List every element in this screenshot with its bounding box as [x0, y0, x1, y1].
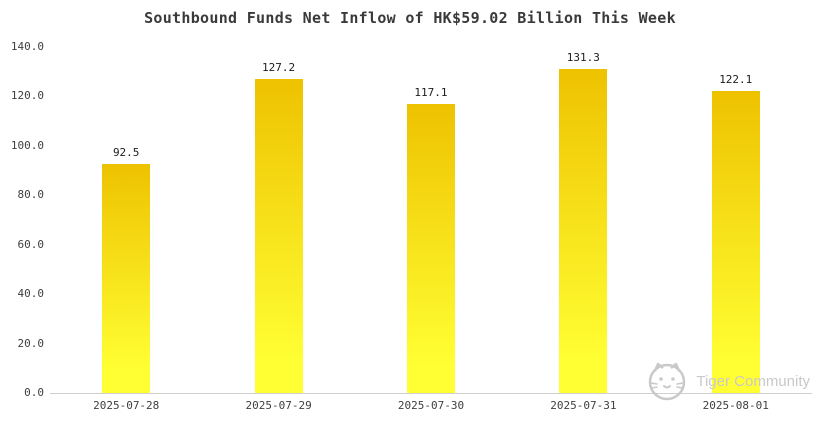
- y-tick-label: 80.0: [17, 188, 45, 202]
- bar-group: 131.3: [559, 50, 608, 393]
- bar-value-label: 127.2: [262, 60, 296, 74]
- bar-value-label: 122.1: [719, 73, 753, 87]
- y-tick-label: 120.0: [10, 89, 44, 103]
- bar-group: 117.1: [406, 85, 455, 393]
- y-tick-label: 20.0: [17, 336, 45, 350]
- plot-area: 0.0 20.0 40.0 60.0 80.0 100.0 120.0 140.0 92.5 1…: [11, 41, 812, 399]
- bar: [406, 103, 455, 393]
- bar-value-label: 131.3: [566, 50, 600, 64]
- x-tick-label: 2025-07-31: [550, 399, 617, 412]
- y-tick-label: 60.0: [17, 237, 45, 251]
- y-axis: 0.0 20.0 40.0 60.0 80.0 100.0 120.0 140.0: [4, 41, 45, 399]
- bar-group: 127.2: [254, 60, 303, 393]
- bar-value-label: 117.1: [414, 85, 448, 99]
- y-tick-label: 140.0: [10, 40, 44, 53]
- tiger-logo-icon: [649, 362, 686, 401]
- y-tick-label: 0.0: [24, 386, 44, 399]
- bars-container: 92.5 127.2 117.1 131.3 122.1: [50, 47, 812, 393]
- bar: [102, 164, 151, 393]
- x-tick-label: 2025-07-30: [397, 399, 465, 412]
- x-axis: 2025-07-28 2025-07-29 2025-07-30 2025-07-31…: [50, 399, 812, 412]
- watermark-text: Tiger Community: [696, 372, 810, 390]
- x-tick-label: 2025-07-29: [245, 399, 312, 412]
- bar: [254, 78, 303, 393]
- watermark: Tiger Community: [645, 359, 810, 403]
- bar: [559, 68, 608, 393]
- bar-group: 92.5: [102, 146, 151, 393]
- chart-title: Southbound Funds Net Inflow of HK$59.02 …: [144, 9, 676, 27]
- y-tick-label: 100.0: [10, 138, 44, 152]
- x-tick-label: 2025-07-28: [93, 399, 160, 412]
- bar-value-label: 92.5: [112, 146, 140, 160]
- bar-group: 122.1: [711, 73, 760, 393]
- bar: [711, 91, 760, 393]
- x-tick-label: 2025-08-01: [702, 399, 769, 412]
- y-tick-label: 40.0: [17, 287, 45, 301]
- x-axis-line: [50, 393, 812, 394]
